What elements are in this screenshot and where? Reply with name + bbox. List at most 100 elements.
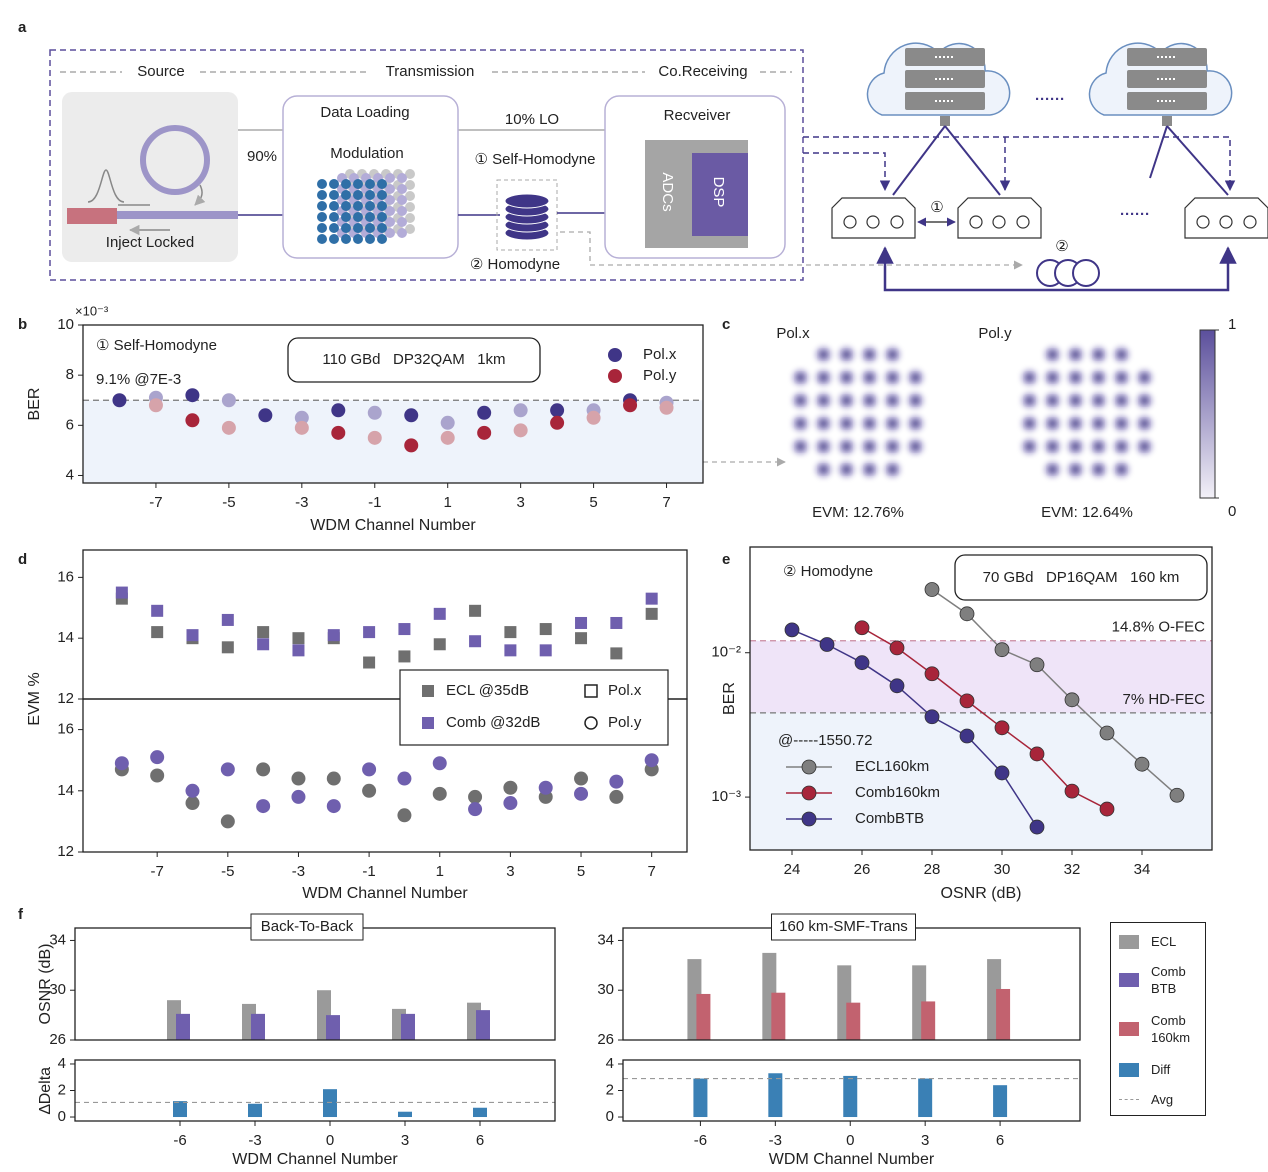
legend-entry: Avg [1119, 1091, 1197, 1108]
dsp-label: DSP [710, 177, 727, 208]
marker [363, 656, 376, 669]
marker [398, 623, 411, 636]
marker [1099, 801, 1115, 817]
marker [854, 655, 870, 671]
x-tick-label: 6 [996, 1132, 1004, 1149]
y-axis-label: EVM % [26, 672, 43, 725]
constellation-core [866, 374, 873, 381]
marker [294, 410, 309, 425]
marker [504, 644, 517, 657]
legend-marker [801, 811, 817, 827]
marker [645, 607, 658, 620]
constellation-title: Pol.x [776, 325, 810, 342]
legend-label: Diff [1151, 1062, 1171, 1077]
x-axis-label: WDM Channel Number [232, 1151, 398, 1168]
split-label: 90% [247, 148, 277, 165]
marker [1134, 756, 1150, 772]
spool [504, 193, 550, 241]
outer-frame [49, 49, 804, 281]
bar [251, 1013, 265, 1040]
marker [291, 789, 306, 804]
marker [610, 616, 623, 629]
cube-dot [341, 179, 351, 189]
evm-label: EVM: 12.76% [812, 504, 904, 521]
colorbar [1199, 329, 1216, 499]
marker [854, 620, 870, 636]
marker [186, 629, 199, 642]
marker [504, 626, 517, 639]
legend-label: Comb BTB [1151, 964, 1186, 996]
constellation-core [820, 397, 827, 404]
marker [148, 398, 163, 413]
cube-dot [341, 234, 351, 244]
constellation-core [797, 397, 804, 404]
x-tick-label: -7 [151, 863, 164, 880]
legend-marker [584, 716, 598, 730]
x-tick-label: -3 [295, 494, 308, 511]
marker [477, 405, 492, 420]
legend-label: ECL [1151, 934, 1177, 949]
constellation-core [912, 374, 919, 381]
legend-entry: Comb BTB [1119, 963, 1197, 997]
marker [469, 635, 482, 648]
constellation-core [820, 351, 827, 358]
marker [924, 666, 940, 682]
marker [1064, 692, 1080, 708]
x-tick-label: -1 [368, 494, 381, 511]
constellation-core [1095, 397, 1102, 404]
y-tick-label: 8 [66, 366, 74, 383]
below-fec [750, 712, 1212, 850]
marker [659, 400, 674, 415]
y-tick-label: 2 [58, 1081, 66, 1098]
cube-dot [353, 234, 363, 244]
constellation-core [889, 443, 896, 450]
marker [115, 586, 128, 599]
box-title: Recveiver [664, 107, 731, 124]
qam-cube [317, 169, 415, 244]
cube-dot [397, 173, 407, 183]
marker [623, 398, 638, 413]
x-tick-label: -3 [769, 1132, 782, 1149]
x-axis-label: OSNR (dB) [941, 885, 1022, 902]
constellation-core [1072, 374, 1079, 381]
lo-label: 10% LO [505, 111, 559, 128]
panel-label: a [18, 19, 27, 36]
constellation-core [912, 397, 919, 404]
cube-dot [353, 223, 363, 233]
cube-dot [341, 190, 351, 200]
y-tick-label: 16 [57, 721, 74, 738]
constellation-core [866, 397, 873, 404]
marker [398, 650, 411, 663]
cube-dot [341, 201, 351, 211]
x-tick-label: 5 [577, 863, 585, 880]
constellation-core [1118, 351, 1125, 358]
marker [327, 629, 340, 642]
ring [140, 125, 210, 195]
bar [693, 1078, 708, 1118]
constellation-core [797, 374, 804, 381]
marker [151, 604, 164, 617]
marker [185, 783, 200, 798]
constellation-core [797, 443, 804, 450]
panel-label: e [722, 551, 730, 568]
x-axis-label: WDM Channel Number [310, 517, 476, 534]
constellation-core [820, 374, 827, 381]
constellation-title: Pol.y [978, 325, 1012, 342]
constellation-core [889, 466, 896, 473]
constellation-core [1141, 374, 1148, 381]
marker [469, 604, 482, 617]
cube-dot [317, 190, 327, 200]
marker [362, 783, 377, 798]
bar [473, 1107, 487, 1118]
legend-label: Pol.x [608, 682, 642, 699]
y-tick-label: 26 [49, 1031, 66, 1048]
constellation-core [1049, 374, 1056, 381]
constellation-core [1072, 351, 1079, 358]
legend-label: ECL @35dB [446, 682, 529, 699]
marker [959, 606, 975, 622]
plot-frame [622, 1059, 1081, 1122]
legend-label: Comb 160km [1151, 1013, 1191, 1045]
marker [574, 786, 589, 801]
cube-dot [405, 213, 415, 223]
